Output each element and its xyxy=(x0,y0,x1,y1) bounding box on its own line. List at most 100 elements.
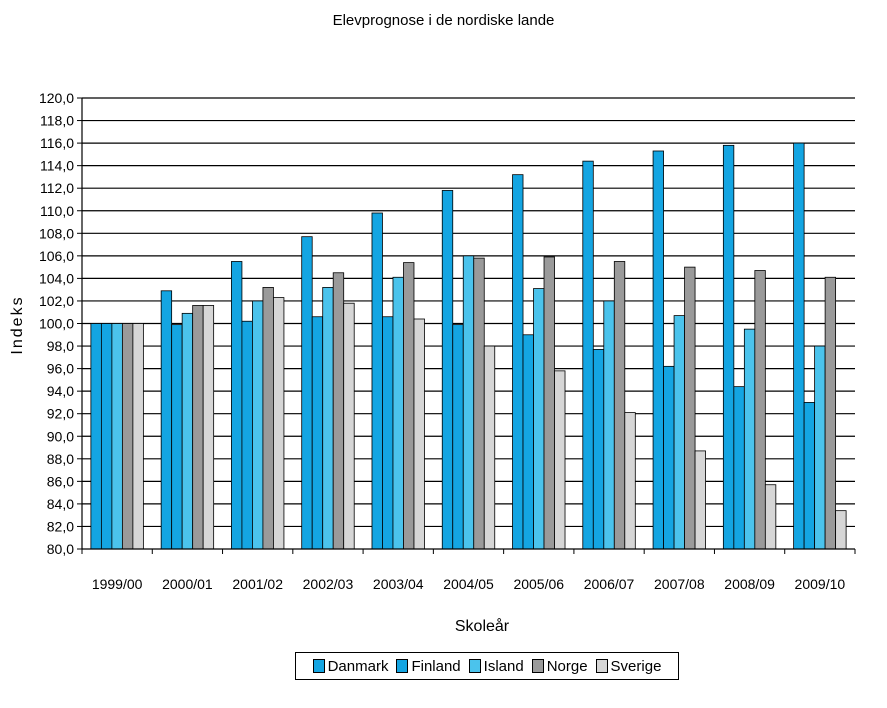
legend-swatch xyxy=(531,659,544,673)
bar-norge xyxy=(543,256,555,550)
bar-sverige xyxy=(694,450,706,550)
bar-island xyxy=(392,276,404,550)
bar-finland xyxy=(663,365,675,550)
y-tick-label: 90,0 xyxy=(47,428,74,444)
bar-norge xyxy=(332,272,345,550)
bar-danmark xyxy=(793,142,805,550)
bar-sverige xyxy=(132,323,144,550)
x-axis-label: Skoleår xyxy=(455,617,510,635)
bar-finland xyxy=(522,334,534,550)
bar-norge xyxy=(192,305,204,550)
bar-finland xyxy=(592,349,605,550)
y-tick-label: 86,0 xyxy=(47,473,74,489)
x-tick-label: 2000/01 xyxy=(162,576,213,592)
legend-swatch xyxy=(312,659,325,673)
bar-island xyxy=(673,315,685,550)
bar-finland xyxy=(171,324,183,550)
bar-finland xyxy=(733,386,745,550)
bar-danmark xyxy=(722,144,735,550)
legend-item-island: Island xyxy=(468,657,524,675)
legend-item-finland: Finland xyxy=(396,657,461,675)
legend-swatch xyxy=(396,659,409,673)
y-tick-label: 114,0 xyxy=(40,158,74,174)
bar-danmark xyxy=(90,323,102,550)
bar-sverige xyxy=(624,412,636,550)
bar-danmark xyxy=(652,150,664,550)
bar-finland xyxy=(452,324,464,550)
bar-danmark xyxy=(160,290,173,550)
bar-danmark xyxy=(582,160,594,550)
y-tick-label: 94,0 xyxy=(47,383,74,399)
legend-swatch xyxy=(468,659,481,673)
y-tick-label: 80,0 xyxy=(47,541,74,557)
x-tick-label: 2003/04 xyxy=(373,576,424,592)
bar-island xyxy=(814,345,826,550)
y-tick-label: 118,0 xyxy=(40,113,74,129)
bar-island xyxy=(181,312,194,550)
x-tick-label: 2008/09 xyxy=(724,576,775,592)
y-tick-label: 108,0 xyxy=(39,225,74,241)
bar-sverige xyxy=(483,345,496,550)
bar-finland xyxy=(241,320,253,550)
bar-danmark xyxy=(371,212,383,550)
bar-norge xyxy=(684,266,696,550)
bar-island xyxy=(252,300,264,550)
legend-label: Norge xyxy=(546,657,588,675)
bar-norge xyxy=(121,323,134,550)
bar-norge xyxy=(262,287,274,550)
bar-island xyxy=(322,287,334,550)
bar-sverige xyxy=(202,305,215,550)
bar-norge xyxy=(473,257,485,550)
bar-island xyxy=(111,323,123,550)
legend-item-danmark: Danmark xyxy=(312,657,389,675)
bar-island xyxy=(462,255,475,550)
y-tick-label: 84,0 xyxy=(47,496,74,512)
legend-label: Danmark xyxy=(327,657,389,675)
y-tick-label: 116,0 xyxy=(40,135,74,151)
y-tick-label: 102,0 xyxy=(39,293,74,309)
bar-finland xyxy=(311,316,324,550)
legend-label: Finland xyxy=(411,657,461,675)
y-tick-label: 120,0 xyxy=(39,90,74,106)
x-tick-label: 2002/03 xyxy=(303,576,354,592)
x-tick-label: 2007/08 xyxy=(654,576,705,592)
y-tick-label: 92,0 xyxy=(47,406,74,422)
x-tick-label: 2009/10 xyxy=(795,576,846,592)
bar-sverige xyxy=(764,484,777,550)
y-tick-label: 98,0 xyxy=(47,338,74,354)
y-axis-label: Indeks xyxy=(9,295,26,354)
y-tick-label: 82,0 xyxy=(47,518,74,534)
x-tick-label: 2004/05 xyxy=(443,576,494,592)
x-tick-label: 1999/00 xyxy=(92,576,143,592)
legend-swatch xyxy=(595,659,608,673)
x-tick-label: 2006/07 xyxy=(584,576,635,592)
y-tick-label: 88,0 xyxy=(47,451,74,467)
x-tick-label: 2001/02 xyxy=(232,576,283,592)
bars xyxy=(90,142,847,550)
bar-sverige xyxy=(343,302,355,550)
legend-label: Sverige xyxy=(610,657,662,675)
legend-label: Island xyxy=(483,657,524,675)
legend: Danmark Finland Island Norge Sverige xyxy=(295,652,679,680)
bar-danmark xyxy=(512,174,524,550)
bar-danmark xyxy=(441,190,454,550)
bar-norge xyxy=(613,261,626,550)
bar-finland xyxy=(803,402,816,550)
y-tick-label: 104,0 xyxy=(39,270,74,286)
legend-item-sverige: Sverige xyxy=(595,657,662,675)
bar-norge xyxy=(754,270,766,550)
bar-sverige xyxy=(413,318,425,550)
bar-sverige xyxy=(835,510,847,550)
y-tick-label: 110,0 xyxy=(40,203,74,219)
bar-norge xyxy=(824,276,837,550)
axes: 80,0 82,0 84,0 86,0 88,0 90,0 92,0 94,0 96,0 98,0… xyxy=(39,90,856,592)
bar-finland xyxy=(100,323,113,550)
bar-island xyxy=(743,328,756,550)
bar-norge xyxy=(403,262,415,550)
bar-sverige xyxy=(554,370,566,550)
bar-island xyxy=(603,300,615,550)
legend-item-norge: Norge xyxy=(531,657,588,675)
y-tick-label: 100,0 xyxy=(39,316,74,332)
bar-sverige xyxy=(273,297,285,550)
